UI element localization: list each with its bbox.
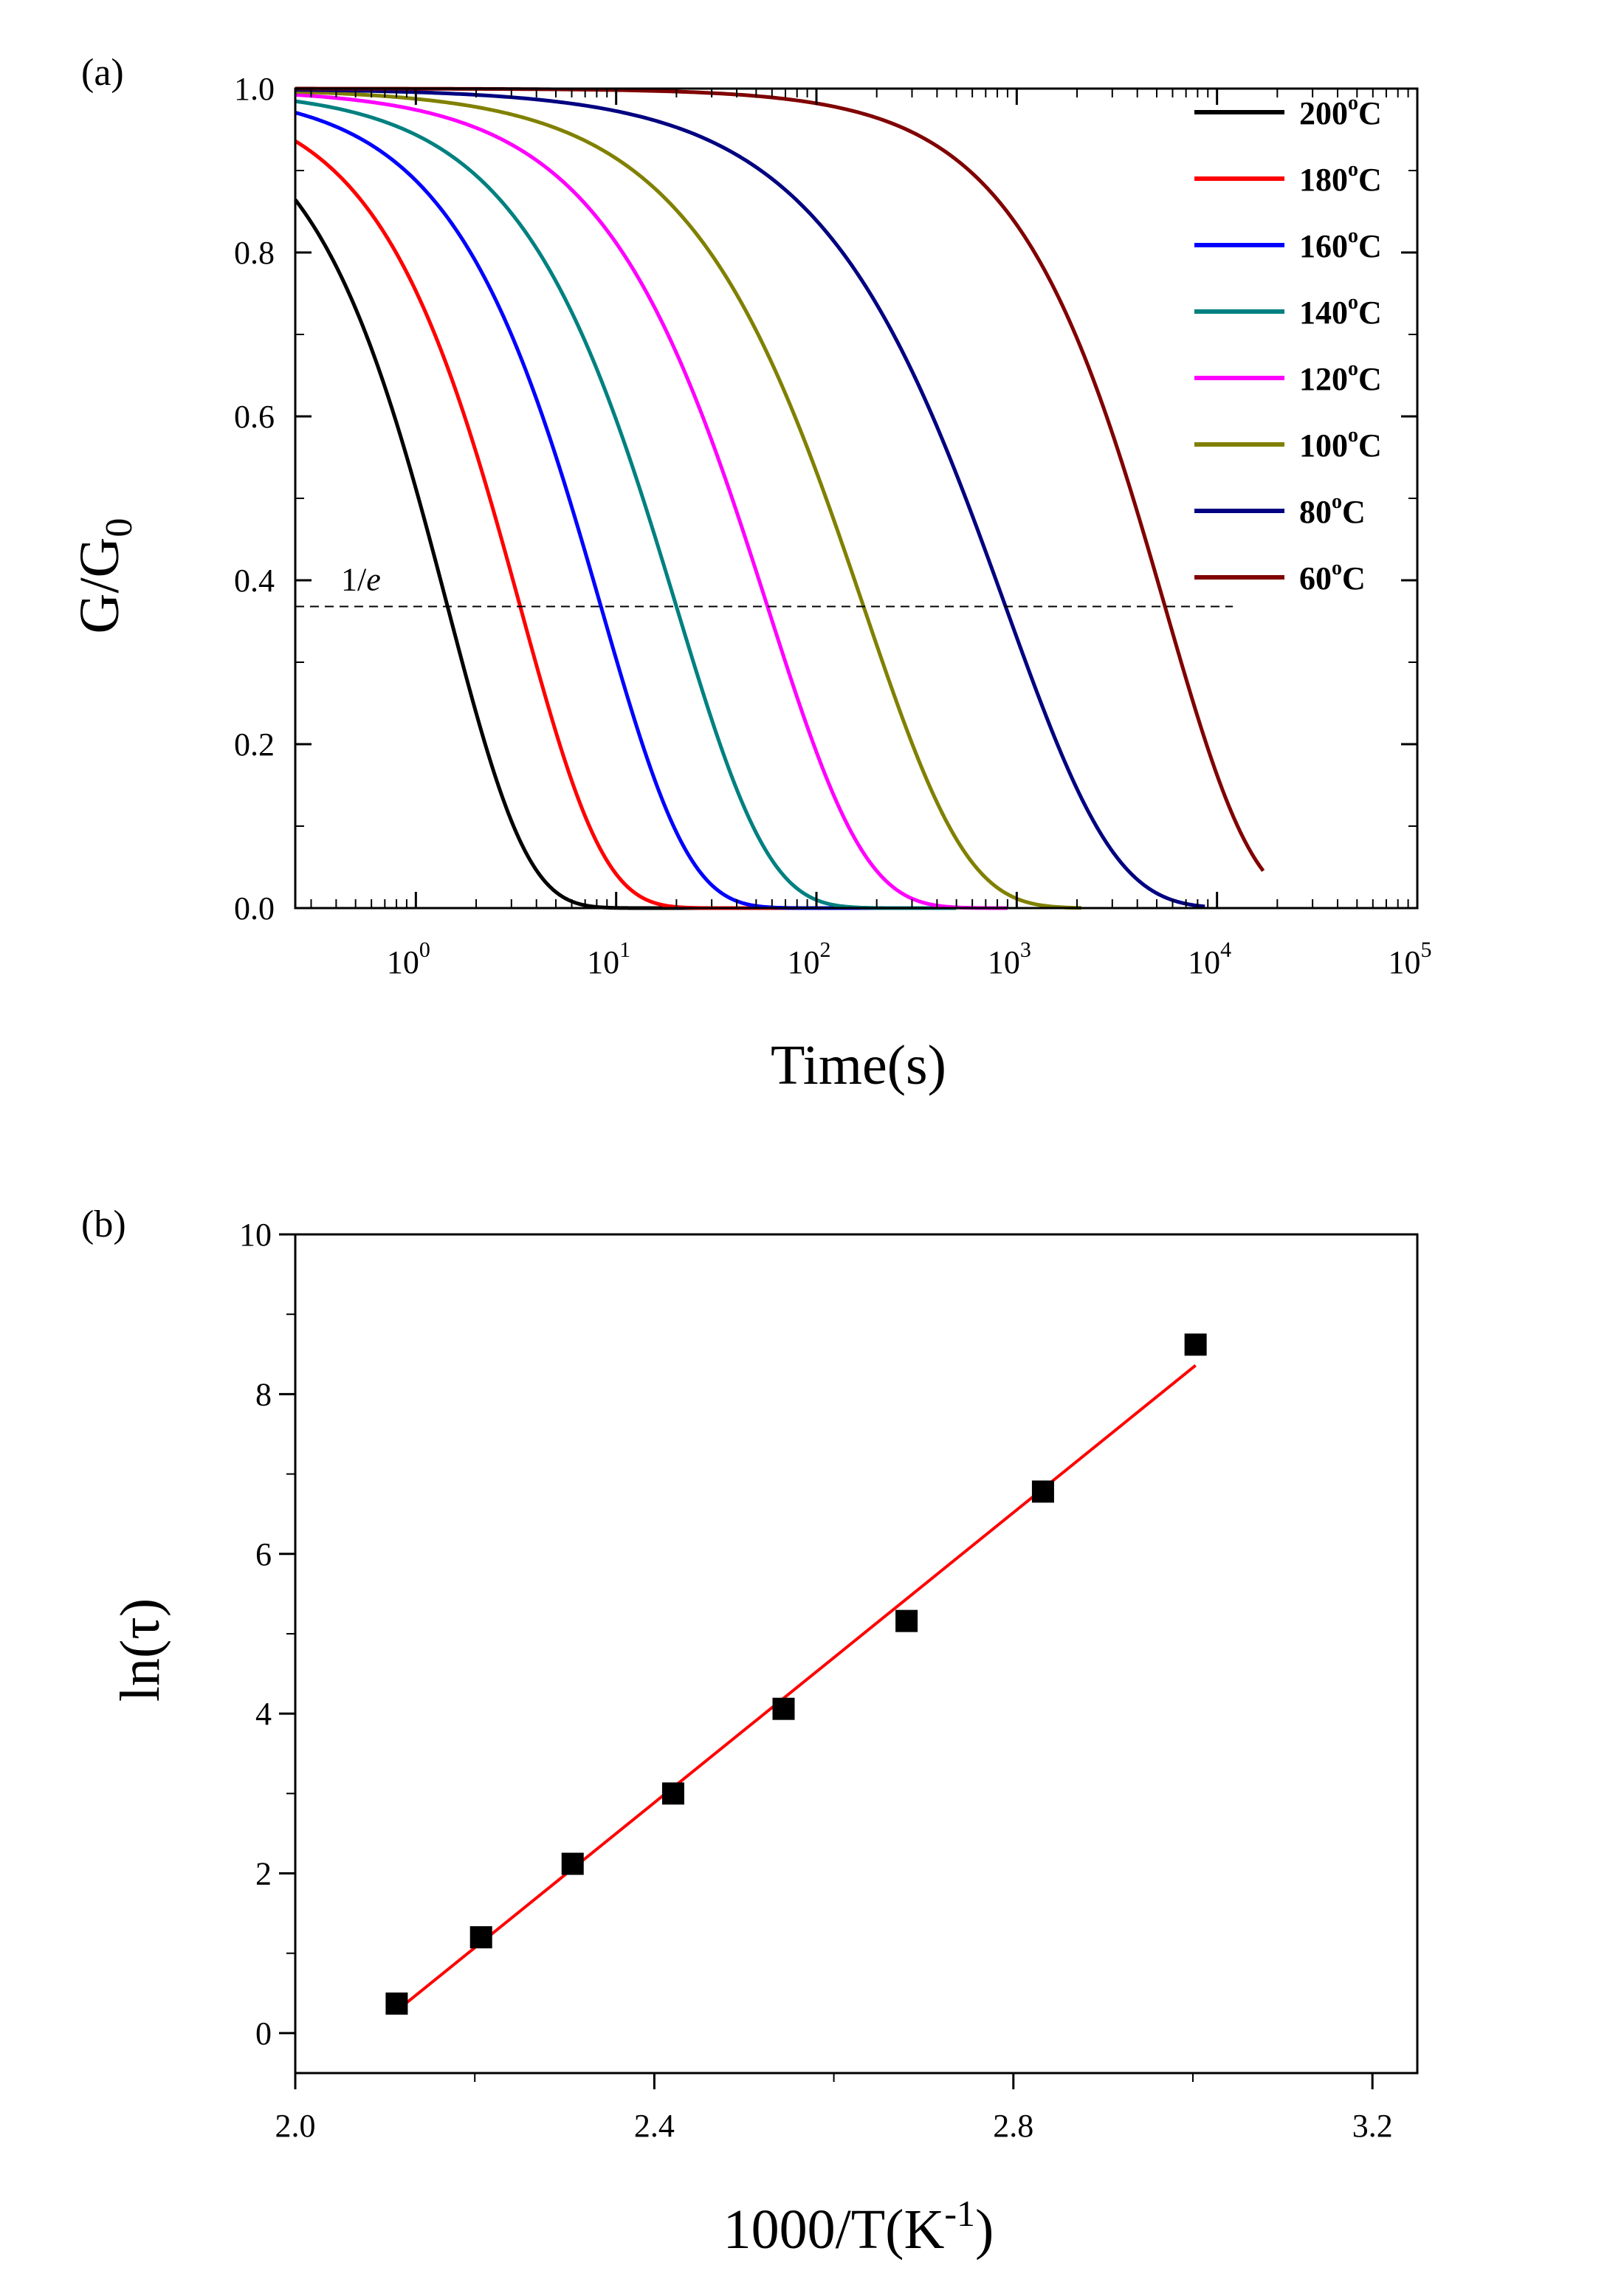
panel-a-y-axis-title: G/G0 xyxy=(69,518,140,634)
data-point xyxy=(561,1852,584,1875)
y-tick-label: 2 xyxy=(255,1856,272,1892)
data-point xyxy=(1031,1480,1054,1503)
data-point xyxy=(895,1609,918,1632)
panel-a-x-axis-title: Time(s) xyxy=(771,1034,946,1096)
y-tick-label: 8 xyxy=(255,1376,272,1412)
x-tick-label: 101 xyxy=(587,938,630,980)
series-line-120C xyxy=(295,92,1008,910)
data-point xyxy=(385,1992,408,2015)
panel-a-label: (a) xyxy=(81,52,124,94)
panel-a-legend: 200oC 180oC 160oC 140oC 120oC 100oC 80oC 60oC xyxy=(1194,92,1382,597)
y-tick-label: 0.0 xyxy=(234,890,275,927)
series-line-100C xyxy=(295,89,1081,910)
linear-fit-line xyxy=(396,1364,1197,2013)
y-tick-label: 1.0 xyxy=(234,71,275,107)
y-tick-label: 0.8 xyxy=(234,235,275,271)
data-point xyxy=(772,1697,795,1720)
y-tick-label: 0.4 xyxy=(234,563,275,599)
legend-label-180C: 180oC xyxy=(1299,158,1382,198)
data-point xyxy=(1184,1333,1207,1356)
data-point xyxy=(469,1926,492,1949)
panel-b-y-axis-title-group: ln(τ) xyxy=(109,1598,171,1702)
panel-b-plot-frame xyxy=(294,1233,1419,2075)
panel-a-series-group xyxy=(294,86,1265,910)
y-tick-label: 10 xyxy=(239,1217,272,1253)
panel-b-points-group xyxy=(385,1333,1207,2015)
x-tick-label: 2.8 xyxy=(993,2108,1033,2144)
x-tick-label: 104 xyxy=(1188,938,1231,980)
x-tick-label: 105 xyxy=(1389,938,1432,980)
y-tick-label: 0.6 xyxy=(234,399,275,435)
series-line-80C xyxy=(295,88,1205,909)
panel-a-relaxation-chart: (a) 1/e 100 101 102 103 104 105 0.0 0.2 0.4 0.6 0.… xyxy=(69,52,1432,1096)
legend-label-100C: 100oC xyxy=(1299,424,1382,464)
legend-label-140C: 140oC xyxy=(1299,291,1382,331)
series-line-140C xyxy=(295,99,957,910)
x-tick-label: 3.2 xyxy=(1352,2108,1393,2144)
legend-label-160C: 160oC xyxy=(1299,224,1382,264)
y-tick-label: 6 xyxy=(255,1536,272,1573)
panel-a-y-axis-title-group: G/G0 xyxy=(69,518,140,634)
y-tick-label: 4 xyxy=(255,1696,272,1732)
panel-b-x-axis-title: 1000/T(K-1) xyxy=(723,2193,994,2261)
panel-a-plot-frame xyxy=(294,87,1419,910)
x-tick-label: 2.4 xyxy=(634,2108,675,2144)
series-line-200C xyxy=(294,199,772,910)
panel-b-label: (b) xyxy=(81,1203,126,1245)
y-tick-label: 0 xyxy=(255,2015,272,2052)
x-tick-label: 100 xyxy=(387,938,430,980)
legend-label-200C: 200oC xyxy=(1299,92,1382,131)
x-tick-label: 2.0 xyxy=(275,2108,316,2144)
x-tick-label: 103 xyxy=(988,938,1031,980)
x-tick-label: 102 xyxy=(788,938,831,980)
legend-label-60C: 60oC xyxy=(1299,557,1366,597)
data-point xyxy=(661,1782,684,1805)
legend-label-80C: 80oC xyxy=(1299,490,1366,530)
y-tick-label: 0.2 xyxy=(234,726,275,763)
one-over-e-label: 1/e xyxy=(341,562,381,598)
legend-label-120C: 120oC xyxy=(1299,357,1382,397)
panel-b-arrhenius-chart: (b) 2.0 2.4 2.8 3.2 0 2 4 6 8 10 1000/T(K-1) ln(τ… xyxy=(81,1203,1419,2261)
panel-b-y-axis-title: ln(τ) xyxy=(109,1598,171,1702)
